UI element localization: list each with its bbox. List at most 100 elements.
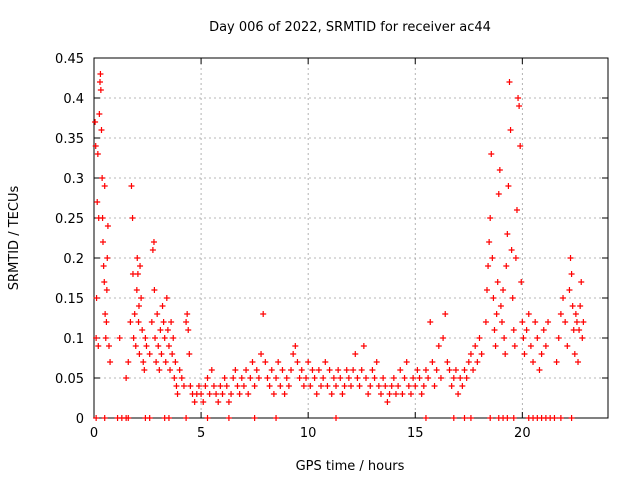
data-point (285, 383, 292, 389)
data-point (311, 375, 318, 381)
data-point (555, 335, 562, 341)
data-point (476, 335, 483, 341)
data-point (283, 375, 290, 381)
data-point (277, 383, 284, 389)
data-point (483, 287, 490, 293)
data-point (225, 399, 232, 405)
data-point (410, 375, 417, 381)
data-point (498, 319, 505, 325)
data-point (264, 375, 271, 381)
data-point (506, 79, 513, 85)
data-point (223, 383, 230, 389)
data-point (153, 359, 160, 365)
data-point (551, 415, 558, 421)
data-point (388, 383, 395, 389)
data-point (131, 311, 138, 317)
data-point (195, 383, 202, 389)
data-point (487, 415, 494, 421)
data-point (557, 311, 564, 317)
data-point (102, 311, 109, 317)
data-point (228, 391, 235, 397)
data-point (504, 415, 511, 421)
data-point (146, 415, 153, 421)
data-point (163, 295, 170, 301)
data-point (101, 415, 108, 421)
data-point (174, 391, 181, 397)
data-point (93, 335, 100, 341)
data-point (97, 87, 104, 93)
data-point (225, 415, 232, 421)
x-tick-label: 5 (197, 426, 205, 441)
data-point (580, 319, 587, 325)
data-point (570, 327, 577, 333)
data-point (373, 359, 380, 365)
data-point (234, 383, 241, 389)
data-point (425, 375, 432, 381)
data-point (459, 383, 466, 389)
data-point (92, 143, 99, 149)
data-point (281, 391, 288, 397)
data-point (288, 367, 295, 373)
data-point (130, 335, 137, 341)
y-tick-label: 0.2 (63, 252, 84, 267)
x-tick-label: 20 (514, 426, 531, 441)
data-point (407, 391, 414, 397)
data-point (96, 111, 103, 117)
data-point (275, 359, 282, 365)
y-tick-label: 0.45 (55, 52, 84, 67)
data-point (512, 255, 519, 261)
data-point (149, 247, 156, 253)
x-tick-label: 0 (90, 426, 98, 441)
data-point (497, 303, 504, 309)
data-point (99, 175, 106, 181)
data-point (377, 391, 384, 397)
data-point (521, 351, 528, 357)
data-point (103, 287, 110, 293)
data-point (358, 367, 365, 373)
data-point (185, 327, 192, 333)
data-point (578, 279, 585, 285)
data-point (322, 359, 329, 365)
data-point (330, 375, 337, 381)
data-point (467, 351, 474, 357)
y-axis-ticks: 0 0.05 0.1 0.15 0.2 0.25 0.3 0.35 0.4 0.45 (55, 52, 608, 427)
data-point (523, 327, 530, 333)
data-point (99, 239, 106, 245)
data-point (303, 375, 310, 381)
data-point (173, 383, 180, 389)
data-point (341, 383, 348, 389)
data-point (572, 311, 579, 317)
data-point (135, 319, 142, 325)
data-point (328, 391, 335, 397)
data-point (251, 383, 258, 389)
data-point (442, 311, 449, 317)
data-point (553, 359, 560, 365)
data-point (236, 391, 243, 397)
data-point (99, 215, 106, 221)
y-tick-label: 0.3 (63, 172, 84, 187)
data-point (519, 319, 526, 325)
data-point (564, 343, 571, 349)
data-point (429, 359, 436, 365)
data-point (422, 415, 429, 421)
data-point (518, 279, 525, 285)
data-point (140, 359, 147, 365)
data-point (557, 415, 564, 421)
data-point (204, 375, 211, 381)
data-point (142, 335, 149, 341)
data-point (307, 383, 314, 389)
data-point (151, 287, 158, 293)
data-point (490, 295, 497, 301)
data-point (487, 215, 494, 221)
data-point (313, 391, 320, 397)
data-point (397, 367, 404, 373)
data-point (93, 295, 100, 301)
data-point (133, 287, 140, 293)
data-point (386, 391, 393, 397)
data-point (536, 367, 543, 373)
data-point (170, 335, 177, 341)
data-point (134, 255, 141, 261)
data-point (412, 383, 419, 389)
data-point (568, 415, 575, 421)
